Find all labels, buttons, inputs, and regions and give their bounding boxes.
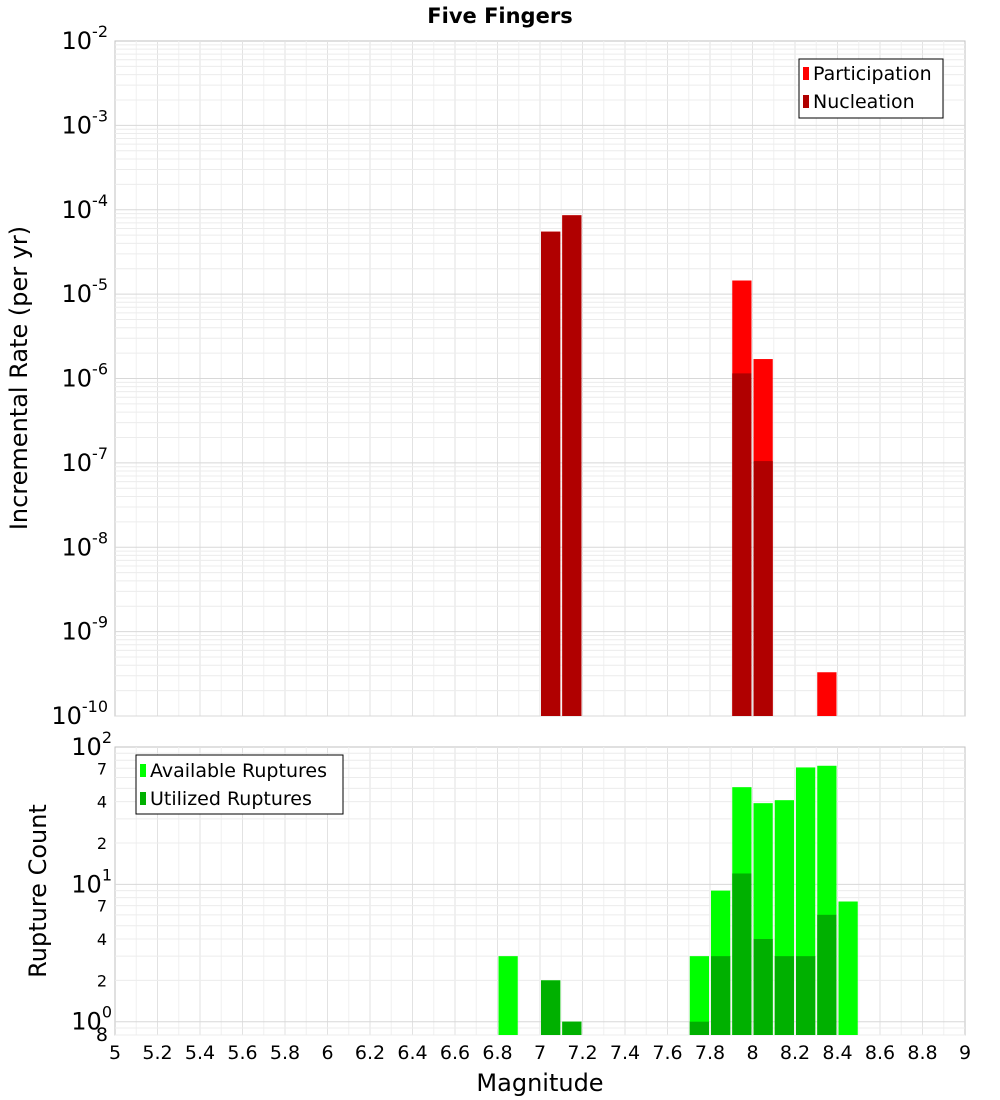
y-tick-label: 100 bbox=[71, 1003, 112, 1036]
x-tick-label: 8.6 bbox=[865, 1042, 895, 1064]
bottom-axis-corner-label: 8 bbox=[96, 1024, 108, 1046]
y-tick-label: 10-7 bbox=[62, 444, 109, 477]
bar-utilized-ruptures bbox=[711, 956, 731, 1035]
x-tick-label: 5 bbox=[109, 1042, 121, 1064]
y-minor-tick-label: 4 bbox=[97, 930, 107, 949]
bar-nucleation bbox=[732, 373, 752, 716]
y-tick-label: 10-9 bbox=[62, 613, 109, 646]
x-tick-label: 6 bbox=[321, 1042, 333, 1064]
bottom-y-axis-label: Rupture Count bbox=[24, 804, 52, 978]
x-tick-label: 8 bbox=[746, 1042, 758, 1064]
bar-utilized-ruptures bbox=[753, 939, 773, 1035]
bar-utilized-ruptures bbox=[732, 873, 752, 1035]
y-tick-label: 10-2 bbox=[62, 22, 109, 55]
y-tick-label: 102 bbox=[71, 728, 112, 761]
bottom-bars bbox=[498, 765, 858, 1035]
bar-utilized-ruptures bbox=[541, 980, 561, 1035]
bottom-legend: Available Ruptures Utilized Ruptures bbox=[135, 754, 344, 815]
top-y-axis-label: Incremental Rate (per yr) bbox=[5, 226, 33, 530]
x-tick-label: 7.6 bbox=[652, 1042, 682, 1064]
legend-swatch-available-ruptures bbox=[140, 764, 146, 777]
legend-swatch-participation bbox=[803, 67, 809, 80]
legend-swatch-utilized-ruptures bbox=[140, 792, 146, 805]
bar-available-ruptures bbox=[498, 956, 518, 1035]
legend-label-nucleation: Nucleation bbox=[813, 91, 915, 113]
x-tick-label: 6.2 bbox=[355, 1042, 385, 1064]
x-axis-label: Magnitude bbox=[476, 1069, 603, 1097]
x-tick-label: 6.4 bbox=[397, 1042, 427, 1064]
top-legend: Participation Nucleation bbox=[798, 58, 944, 119]
x-tick-label: 8.2 bbox=[780, 1042, 810, 1064]
chart-title: Five Fingers bbox=[427, 4, 572, 28]
x-tick-label: 8.8 bbox=[907, 1042, 937, 1064]
x-tick-label: 6.8 bbox=[482, 1042, 512, 1064]
y-tick-label: 10-8 bbox=[62, 528, 109, 561]
y-tick-label: 10-5 bbox=[62, 275, 109, 308]
legend-label-available-ruptures: Available Ruptures bbox=[150, 760, 327, 782]
bar-available-ruptures bbox=[689, 956, 709, 1035]
x-tick-label: 8.4 bbox=[822, 1042, 852, 1064]
x-tick-label: 7.2 bbox=[567, 1042, 597, 1064]
x-tick-label: 5.2 bbox=[142, 1042, 172, 1064]
bottom-legend-box bbox=[135, 754, 344, 815]
y-minor-tick-label: 4 bbox=[97, 793, 107, 812]
bar-available-ruptures bbox=[838, 901, 858, 1035]
top-legend-box bbox=[798, 58, 944, 119]
top-gridlines bbox=[115, 41, 965, 717]
bar-utilized-ruptures bbox=[689, 1021, 709, 1035]
x-tick-label: 7.4 bbox=[610, 1042, 640, 1064]
bar-utilized-ruptures bbox=[774, 956, 794, 1035]
legend-label-participation: Participation bbox=[813, 63, 932, 85]
y-tick-label: 10-3 bbox=[62, 106, 109, 139]
x-tick-label: 5.8 bbox=[270, 1042, 300, 1064]
x-tick-label: 9 bbox=[959, 1042, 971, 1064]
top-bars bbox=[541, 215, 837, 717]
bar-nucleation bbox=[753, 461, 773, 716]
x-tick-label: 7 bbox=[534, 1042, 546, 1064]
bar-utilized-ruptures bbox=[796, 956, 816, 1035]
y-minor-tick-label: 2 bbox=[97, 834, 107, 853]
y-tick-label: 10-6 bbox=[62, 360, 109, 393]
y-tick-label: 10-10 bbox=[51, 697, 108, 730]
y-minor-tick-label: 2 bbox=[97, 971, 107, 990]
legend-swatch-nucleation bbox=[803, 95, 809, 108]
x-tick-labels: 5 5.2 5.4 5.6 5.8 6 6.2 6.4 6.6 6.8 7 7.2 7.4 7.6 7.8 8… bbox=[109, 1042, 971, 1064]
y-minor-tick-label: 7 bbox=[97, 897, 107, 916]
bottom-y-tick-labels: 100 101 102 2 4 7 2 4 7 bbox=[71, 728, 112, 1036]
x-tick-label: 6.6 bbox=[440, 1042, 470, 1064]
legend-label-utilized-ruptures: Utilized Ruptures bbox=[150, 788, 312, 810]
y-tick-label: 10-4 bbox=[62, 191, 109, 224]
bar-utilized-ruptures bbox=[817, 914, 837, 1035]
bar-participation bbox=[817, 672, 837, 716]
x-tick-label: 5.4 bbox=[185, 1042, 215, 1064]
y-tick-label: 101 bbox=[71, 865, 112, 898]
x-tick-label: 7.8 bbox=[695, 1042, 725, 1064]
bar-utilized-ruptures bbox=[562, 1021, 582, 1035]
top-y-tick-labels: 10-10 10-9 10-8 10-7 10-6 10-5 10-4 10-3 10-2 bbox=[51, 22, 108, 730]
bar-nucleation bbox=[562, 215, 582, 717]
x-tick-label: 5.6 bbox=[227, 1042, 257, 1064]
y-minor-tick-label: 7 bbox=[97, 759, 107, 778]
bar-nucleation bbox=[541, 231, 561, 716]
